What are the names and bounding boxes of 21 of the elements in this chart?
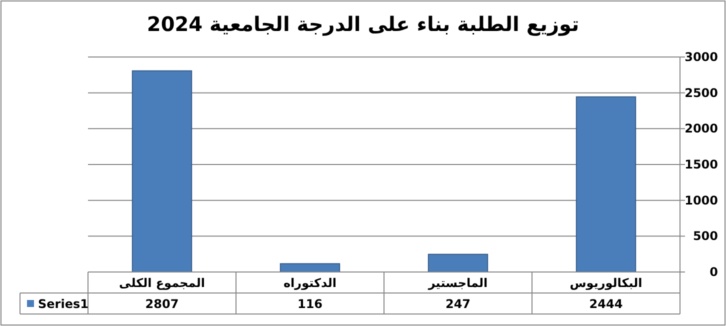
chart-title: توزيع الطلبة بناء على الدرجة الجامعية 2024 — [146, 12, 580, 36]
y-tick-label: 3000 — [684, 50, 718, 64]
x-tick-label: الماجستير — [427, 276, 488, 290]
x-tick-label: الدكتوراه — [283, 276, 337, 290]
y-tick-label: 2000 — [684, 122, 718, 136]
y-tick-label: 2500 — [684, 86, 718, 100]
y-tick-label: 0 — [710, 265, 718, 279]
y-tick-label: 1000 — [684, 193, 718, 208]
data-label: 116 — [297, 297, 323, 311]
bar — [428, 254, 488, 272]
legend-label: Series1 — [38, 297, 88, 311]
data-label: 247 — [445, 297, 471, 311]
data-label: 2444 — [589, 297, 623, 311]
y-tick-label: 1500 — [684, 158, 718, 172]
y-tick-label: 500 — [692, 229, 718, 244]
x-tick-label: البكالوريوس — [570, 276, 642, 290]
bar — [576, 96, 636, 272]
x-tick-label: المجموع الكلى — [119, 276, 205, 290]
data-label: 2807 — [145, 297, 179, 311]
bar — [132, 70, 192, 272]
bar — [280, 263, 340, 272]
